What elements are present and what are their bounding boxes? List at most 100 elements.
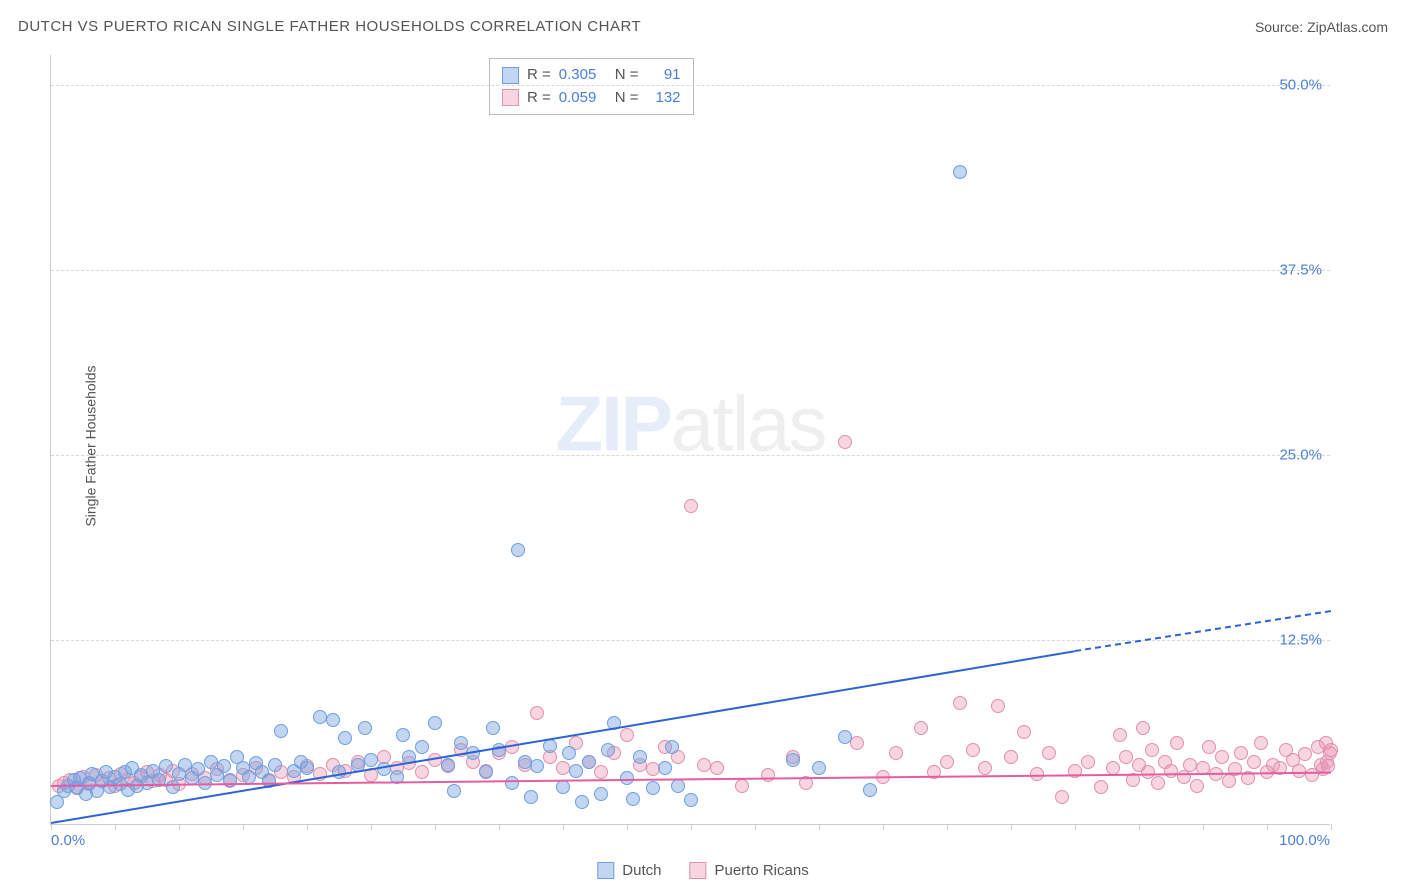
scatter-point-series1	[569, 764, 583, 778]
scatter-point-series1	[556, 780, 570, 794]
legend-swatch-series1	[597, 862, 614, 879]
n-value-series2: 132	[647, 87, 681, 110]
stats-legend: R = 0.305 N = 91 R = 0.059 N = 132	[489, 58, 694, 115]
r-value-series1: 0.305	[559, 64, 607, 87]
scatter-point-series1	[626, 792, 640, 806]
scatter-point-series2	[889, 746, 903, 760]
scatter-point-series2	[940, 755, 954, 769]
scatter-point-series1	[358, 721, 372, 735]
scatter-point-series2	[838, 435, 852, 449]
scatter-point-series2	[1106, 761, 1120, 775]
scatter-point-series1	[166, 780, 180, 794]
x-tick	[1331, 824, 1332, 830]
scatter-point-series2	[620, 728, 634, 742]
chart-source: Source: ZipAtlas.com	[1255, 19, 1388, 35]
scatter-point-series1	[594, 787, 608, 801]
x-tick-label: 0.0%	[51, 832, 85, 849]
scatter-point-series2	[850, 736, 864, 750]
swatch-series2	[502, 89, 519, 106]
gridline	[51, 270, 1330, 271]
x-tick	[243, 824, 244, 830]
scatter-point-series2	[1113, 728, 1127, 742]
scatter-point-series1	[479, 765, 493, 779]
scatter-point-series2	[1042, 746, 1056, 760]
scatter-point-series2	[684, 499, 698, 513]
x-tick	[307, 824, 308, 830]
x-tick	[1075, 824, 1076, 830]
scatter-point-series1	[812, 761, 826, 775]
scatter-point-series2	[594, 765, 608, 779]
x-tick	[51, 824, 52, 830]
scatter-point-series1	[191, 762, 205, 776]
legend-label-series1: Dutch	[622, 862, 661, 879]
x-tick	[179, 824, 180, 830]
scatter-point-series2	[1119, 750, 1133, 764]
watermark: ZIPatlas	[555, 379, 825, 470]
scatter-point-series2	[978, 761, 992, 775]
scatter-point-series1	[428, 716, 442, 730]
x-tick	[947, 824, 948, 830]
scatter-point-series2	[991, 699, 1005, 713]
scatter-point-series2	[1247, 755, 1261, 769]
scatter-point-series1	[454, 736, 468, 750]
stats-row-series2: R = 0.059 N = 132	[502, 87, 681, 110]
scatter-point-series1	[396, 728, 410, 742]
scatter-point-series1	[447, 784, 461, 798]
x-tick	[435, 824, 436, 830]
x-tick	[1139, 824, 1140, 830]
scatter-point-series2	[1215, 750, 1229, 764]
x-tick	[1011, 824, 1012, 830]
scatter-point-series1	[601, 743, 615, 757]
gridline	[51, 455, 1330, 456]
scatter-point-series1	[684, 793, 698, 807]
scatter-point-series2	[735, 779, 749, 793]
scatter-point-series1	[300, 761, 314, 775]
scatter-point-series2	[1170, 736, 1184, 750]
scatter-point-series1	[575, 795, 589, 809]
scatter-point-series2	[1298, 747, 1312, 761]
n-value-series1: 91	[647, 64, 681, 87]
scatter-point-series1	[562, 746, 576, 760]
scatter-point-series2	[761, 768, 775, 782]
legend-label-series2: Puerto Ricans	[714, 862, 808, 879]
scatter-point-series2	[1004, 750, 1018, 764]
scatter-point-series2	[1254, 736, 1268, 750]
scatter-point-series1	[338, 731, 352, 745]
x-tick	[371, 824, 372, 830]
scatter-point-series1	[671, 779, 685, 793]
scatter-point-series1	[658, 761, 672, 775]
scatter-point-series1	[838, 730, 852, 744]
bottom-legend: Dutch Puerto Ricans	[597, 862, 808, 879]
y-tick-label: 25.0%	[1279, 446, 1322, 463]
scatter-point-series2	[1081, 755, 1095, 769]
trend-line-series1	[51, 650, 1075, 824]
scatter-point-series1	[665, 740, 679, 754]
x-tick-label: 100.0%	[1279, 832, 1330, 849]
scatter-point-series1	[953, 165, 967, 179]
scatter-point-series2	[1324, 743, 1338, 757]
x-tick	[755, 824, 756, 830]
legend-item-series1: Dutch	[597, 862, 661, 879]
scatter-point-series2	[1136, 721, 1150, 735]
x-tick	[1267, 824, 1268, 830]
scatter-point-series2	[1055, 790, 1069, 804]
scatter-point-series2	[1030, 767, 1044, 781]
scatter-point-series2	[1234, 746, 1248, 760]
scatter-point-series1	[441, 758, 455, 772]
y-tick-label: 50.0%	[1279, 76, 1322, 93]
x-tick	[883, 824, 884, 830]
scatter-point-series2	[1183, 758, 1197, 772]
scatter-point-series2	[953, 696, 967, 710]
r-value-series2: 0.059	[559, 87, 607, 110]
scatter-point-series2	[1202, 740, 1216, 754]
scatter-point-series1	[863, 783, 877, 797]
x-tick	[563, 824, 564, 830]
gridline	[51, 85, 1330, 86]
x-tick	[115, 824, 116, 830]
scatter-point-series1	[415, 740, 429, 754]
scatter-point-series1	[633, 750, 647, 764]
scatter-point-series2	[697, 758, 711, 772]
scatter-point-series1	[646, 781, 660, 795]
scatter-point-series1	[530, 759, 544, 773]
stats-row-series1: R = 0.305 N = 91	[502, 64, 681, 87]
